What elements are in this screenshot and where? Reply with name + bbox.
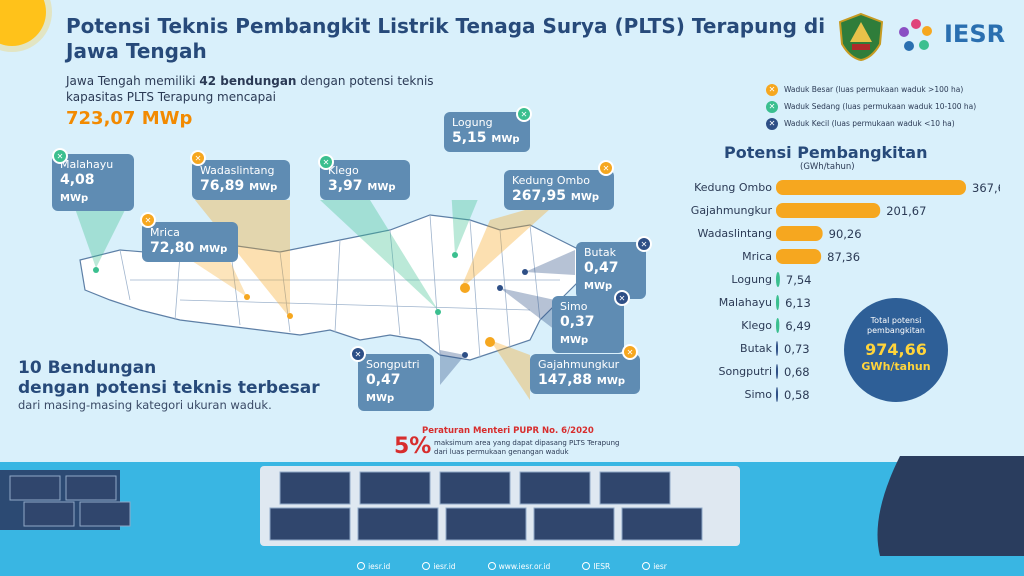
data-label: 6,13 <box>785 296 811 310</box>
dam-callout-butak: Butak 0,47 MWp <box>576 242 646 299</box>
globe-icon <box>487 562 496 570</box>
chart-title: Potensi Pembangkitan <box>724 143 928 162</box>
instagram-link[interactable]: iesr.id <box>422 562 456 571</box>
category-label: Gajahmungkur <box>691 204 773 217</box>
iesr-logo-icon <box>899 19 932 51</box>
dam-callout-wadaslintang: Wadaslintang 76,89 MWp <box>192 160 290 200</box>
large-reservoir-icon: ✕ <box>190 150 206 166</box>
bar <box>776 318 780 333</box>
data-label: 0,68 <box>784 365 810 379</box>
category-label: Songputri <box>718 365 772 378</box>
data-label: 90,26 <box>829 227 862 241</box>
category-label: Malahayu <box>719 296 772 309</box>
intro-total-capacity: 723,07 MWp <box>66 108 193 129</box>
dam-callout-simo: Simo 0,37 MWp <box>552 296 624 353</box>
dam-callout-malahayu: Malahayu 4,08 MWp <box>52 154 134 211</box>
data-label: 0,58 <box>784 388 810 402</box>
small-reservoir-icon: ✕ <box>766 117 778 130</box>
medium-reservoir-icon: ✕ <box>52 148 68 164</box>
facebook-link[interactable]: iesr.id <box>357 562 390 571</box>
instagram-icon <box>422 562 431 570</box>
bar <box>776 272 780 287</box>
dam-callout-songputri: Songputri 0,47 MWp <box>358 354 434 411</box>
facebook-icon <box>357 562 366 570</box>
small-reservoir-icon: ✕ <box>614 290 630 306</box>
footer-social: iesr.id iesr.id www.iesr.or.id IESR iesr <box>0 556 1024 576</box>
bar <box>776 387 778 402</box>
intro-text: Jawa Tengah memiliki 42 bendungan dengan… <box>66 74 434 104</box>
data-label: 6,49 <box>785 319 811 333</box>
data-label: 87,36 <box>827 250 860 264</box>
data-label: 367,69 <box>972 181 1000 195</box>
generation-potential-chart: Kedung Ombo 367,69 Gajahmungkur 201,67 Wadas… <box>691 180 1000 402</box>
subsection-description: dari masing-masing kategori ukuran waduk… <box>18 398 272 412</box>
youtube-icon <box>642 562 651 570</box>
category-label: Kedung Ombo <box>694 181 772 194</box>
bar <box>776 180 966 195</box>
medium-reservoir-icon: ✕ <box>318 154 334 170</box>
dam-callout-mrica: Mrica 72,80 MWp <box>142 222 238 262</box>
legend-item-kecil: ✕ Waduk Kecil (luas permukaan waduk <10 … <box>766 116 1016 131</box>
category-label: Wadaslintang <box>698 227 772 240</box>
floating-solar-panels-icon <box>0 456 1024 556</box>
large-reservoir-icon: ✕ <box>622 344 638 360</box>
legend-item-besar: ✕ Waduk Besar (luas permukaan waduk >100… <box>766 82 1016 97</box>
dam-callout-gajahmungkur: Gajahmungkur 147,88 MWp <box>530 354 640 394</box>
bar <box>776 226 823 241</box>
dam-callout-kedung-ombo: Kedung Ombo 267,95 MWp <box>504 170 614 210</box>
website-link[interactable]: www.iesr.or.id <box>487 562 550 571</box>
bar <box>776 295 780 310</box>
chart-unit: (GWh/tahun) <box>800 162 855 172</box>
total-generation-badge: Total potensi pembangkitan 974,66 GWh/ta… <box>844 298 948 402</box>
large-reservoir-icon: ✕ <box>766 83 778 96</box>
bar <box>776 203 881 218</box>
map-legend: ✕ Waduk Besar (luas permukaan waduk >100… <box>766 82 1016 133</box>
twitter-icon <box>582 562 591 570</box>
dam-callout-klego: Klego 3,97 MWp <box>320 160 410 200</box>
legend-item-sedang: ✕ Waduk Sedang (luas permukaan waduk 10-… <box>766 99 1016 114</box>
data-label: 0,73 <box>784 342 810 356</box>
dam-callout-logung: Logung 5,15 MWp <box>444 112 530 152</box>
page-title: Potensi Teknis Pembangkit Listrik Tenaga… <box>66 14 826 63</box>
category-label: Klego <box>741 319 772 332</box>
bar <box>776 364 778 379</box>
large-reservoir-icon: ✕ <box>140 212 156 228</box>
category-label: Logung <box>731 273 772 286</box>
small-reservoir-icon: ✕ <box>636 236 652 252</box>
data-label: 7,54 <box>786 273 812 287</box>
small-reservoir-icon: ✕ <box>350 346 366 362</box>
category-label: Mrica <box>742 250 772 263</box>
large-reservoir-icon: ✕ <box>598 160 614 176</box>
subsection-heading: 10 Bendungan dengan potensi teknis terbe… <box>18 358 320 398</box>
bar <box>776 341 778 356</box>
iesr-logo-text: IESR <box>944 20 1006 48</box>
twitter-link[interactable]: IESR <box>582 562 610 571</box>
category-label: Butak <box>740 342 773 355</box>
medium-reservoir-icon: ✕ <box>766 100 778 113</box>
data-label: 201,67 <box>886 204 926 218</box>
medium-reservoir-icon: ✕ <box>516 106 532 122</box>
bar <box>776 249 822 264</box>
category-label: Simo <box>745 388 773 401</box>
youtube-link[interactable]: iesr <box>642 562 667 571</box>
central-java-emblem-icon <box>838 12 884 62</box>
